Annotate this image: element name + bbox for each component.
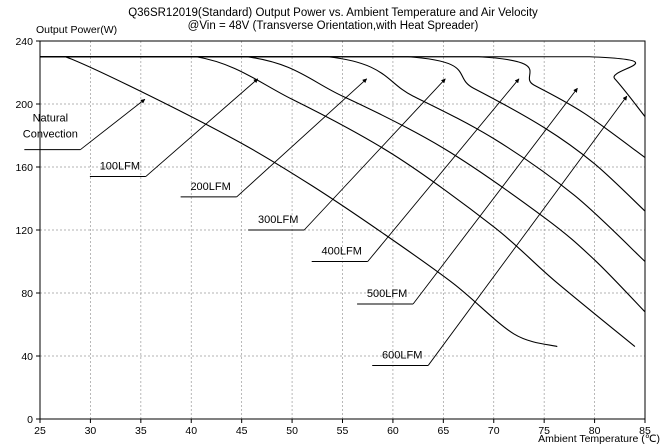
annotation-arrow-300lfm <box>303 78 446 231</box>
series-line-100lfm <box>39 56 636 347</box>
x-tick-label: 45 <box>236 425 248 437</box>
series-line-600lfm <box>39 56 646 117</box>
annotation-arrow-200lfm <box>236 78 368 198</box>
x-tick-label: 60 <box>387 425 399 437</box>
y-tick-label: 0 <box>27 414 33 426</box>
x-tick-label: 75 <box>538 425 550 437</box>
x-tick-label: 30 <box>85 425 97 437</box>
annotation-arrow-600lfm <box>427 95 628 366</box>
x-tick-label: 65 <box>437 425 449 437</box>
annotation-label-natural-convection-line2: Convection <box>23 129 78 141</box>
annotation-label-300lfm: 300LFM <box>258 214 298 226</box>
x-tick-label: 35 <box>135 425 147 437</box>
annotation-label-natural-convection: Natural <box>33 113 68 125</box>
y-tick-label: 240 <box>15 36 33 48</box>
annotation-label-600lfm: 600LFM <box>382 349 422 361</box>
x-tick-label: 25 <box>34 425 46 437</box>
y-tick-label: 120 <box>15 225 33 237</box>
annotation-label-500lfm: 500LFM <box>367 288 407 300</box>
annotation-arrow-100lfm <box>145 78 259 177</box>
y-tick-label: 200 <box>15 99 33 111</box>
annotation-arrow-500lfm <box>412 87 578 305</box>
series-line-natural-convection <box>39 56 558 348</box>
y-tick-label: 160 <box>15 162 33 174</box>
chart-title: Q36SR12019(Standard) Output Power vs. Am… <box>128 7 538 19</box>
annotation-label-400lfm: 400LFM <box>322 246 362 258</box>
annotation-label-100lfm: 100LFM <box>100 160 140 172</box>
y-axis-label: Output Power(W) <box>36 24 118 36</box>
y-tick-label: 80 <box>21 288 33 300</box>
x-tick-label: 55 <box>337 425 349 437</box>
x-tick-label: 50 <box>286 425 298 437</box>
x-tick-label: 70 <box>488 425 500 437</box>
annotation-label-200lfm: 200LFM <box>190 181 230 193</box>
x-axis-label: Ambient Temperature (℃) <box>538 433 660 445</box>
annotation-arrow-400lfm <box>367 78 520 262</box>
chart-subtitle: @Vin = 48V (Transverse Orientation,with … <box>187 20 479 32</box>
x-tick-label: 80 <box>589 425 601 437</box>
y-tick-label: 40 <box>21 351 33 363</box>
x-tick-label: 85 <box>639 425 651 437</box>
annotation-arrow-natural-convection <box>80 98 146 151</box>
x-tick-label: 40 <box>185 425 197 437</box>
